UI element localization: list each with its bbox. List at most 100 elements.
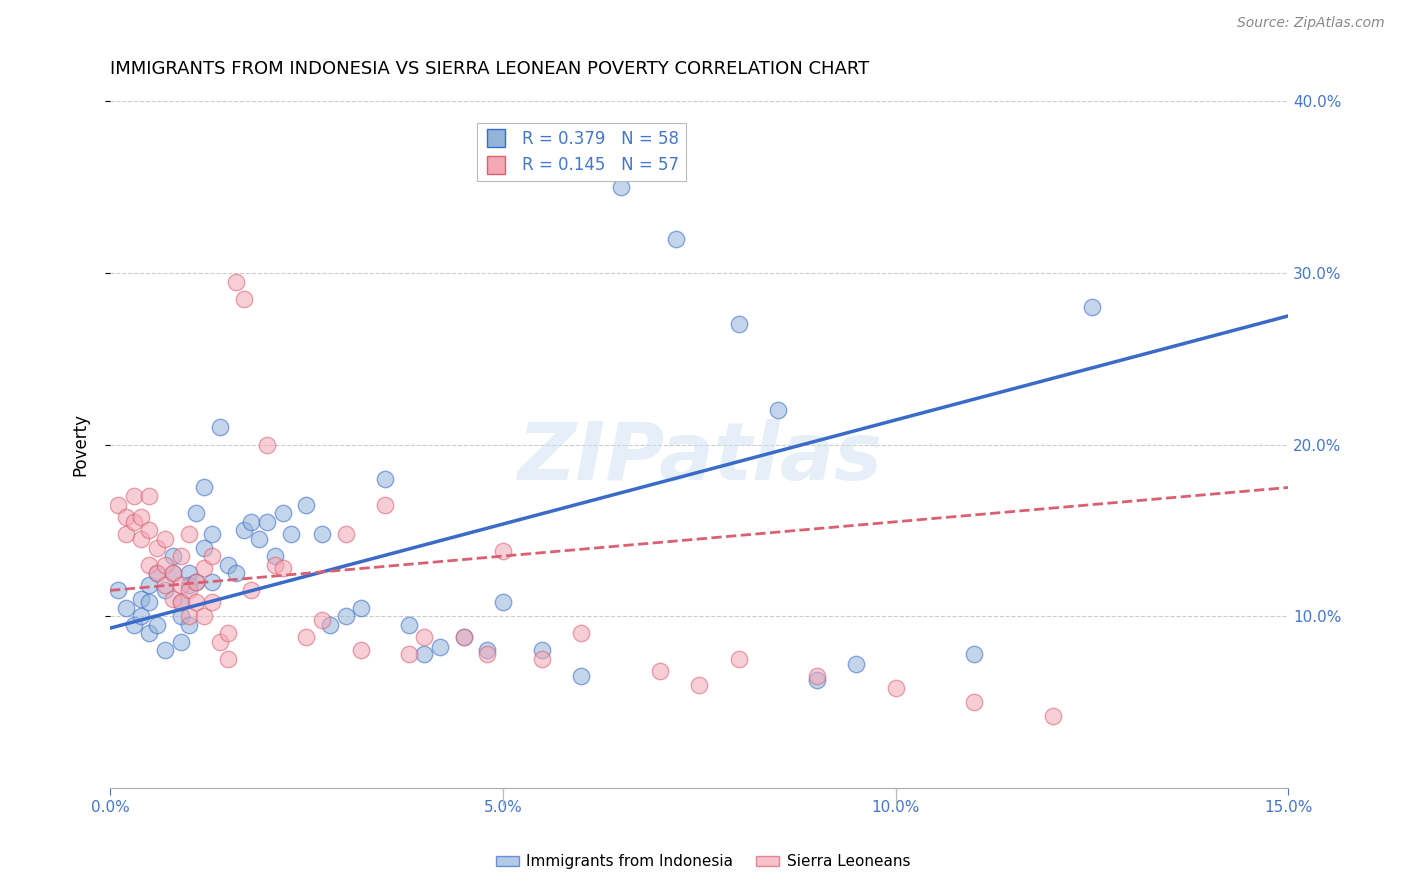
- Point: [571, 626, 593, 640]
- Point: [193, 480, 215, 494]
- Point: [209, 635, 232, 649]
- Point: [413, 647, 436, 661]
- Point: [153, 583, 176, 598]
- Point: [114, 526, 136, 541]
- Point: [138, 524, 160, 538]
- Point: [177, 566, 200, 581]
- Point: [193, 561, 215, 575]
- Point: [186, 595, 208, 609]
- Point: [453, 630, 475, 644]
- Point: [247, 532, 270, 546]
- Point: [146, 617, 169, 632]
- Point: [131, 532, 153, 546]
- Point: [217, 652, 239, 666]
- Point: [727, 318, 749, 332]
- Legend: Immigrants from Indonesia, Sierra Leoneans: Immigrants from Indonesia, Sierra Leonea…: [489, 848, 917, 875]
- Point: [153, 532, 176, 546]
- Point: [264, 558, 287, 572]
- Point: [453, 630, 475, 644]
- Point: [170, 609, 193, 624]
- Point: [122, 617, 145, 632]
- Point: [186, 506, 208, 520]
- Point: [225, 275, 247, 289]
- Point: [162, 566, 184, 581]
- Point: [374, 498, 396, 512]
- Point: [177, 583, 200, 598]
- Point: [193, 541, 215, 555]
- Point: [240, 583, 263, 598]
- Point: [177, 526, 200, 541]
- Point: [963, 647, 986, 661]
- Point: [170, 595, 193, 609]
- Point: [665, 232, 688, 246]
- Point: [170, 549, 193, 563]
- Point: [232, 292, 254, 306]
- Point: [177, 617, 200, 632]
- Point: [217, 626, 239, 640]
- Point: [319, 617, 342, 632]
- Point: [240, 515, 263, 529]
- Point: [232, 524, 254, 538]
- Point: [170, 578, 193, 592]
- Point: [138, 489, 160, 503]
- Point: [177, 609, 200, 624]
- Point: [201, 549, 224, 563]
- Point: [170, 635, 193, 649]
- Point: [177, 578, 200, 592]
- Point: [153, 643, 176, 657]
- Text: IMMIGRANTS FROM INDONESIA VS SIERRA LEONEAN POVERTY CORRELATION CHART: IMMIGRANTS FROM INDONESIA VS SIERRA LEON…: [110, 60, 869, 78]
- Point: [256, 437, 278, 451]
- Point: [138, 626, 160, 640]
- Point: [217, 558, 239, 572]
- Text: ZIPatlas: ZIPatlas: [517, 419, 882, 498]
- Point: [1081, 300, 1104, 314]
- Point: [271, 561, 294, 575]
- Point: [492, 544, 515, 558]
- Point: [107, 498, 129, 512]
- Point: [311, 526, 333, 541]
- Point: [201, 574, 224, 589]
- Point: [162, 566, 184, 581]
- Point: [186, 574, 208, 589]
- Point: [413, 630, 436, 644]
- Point: [107, 583, 129, 598]
- Y-axis label: Poverty: Poverty: [72, 413, 89, 476]
- Point: [114, 600, 136, 615]
- Point: [146, 566, 169, 581]
- Point: [146, 541, 169, 555]
- Point: [131, 609, 153, 624]
- Point: [398, 647, 420, 661]
- Point: [138, 558, 160, 572]
- Point: [170, 595, 193, 609]
- Point: [138, 595, 160, 609]
- Legend: R = 0.379   N = 58, R = 0.145   N = 57: R = 0.379 N = 58, R = 0.145 N = 57: [477, 123, 686, 181]
- Point: [162, 592, 184, 607]
- Point: [531, 652, 554, 666]
- Point: [193, 609, 215, 624]
- Point: [571, 669, 593, 683]
- Point: [374, 472, 396, 486]
- Point: [475, 643, 498, 657]
- Point: [845, 657, 868, 672]
- Point: [186, 574, 208, 589]
- Point: [492, 595, 515, 609]
- Point: [280, 526, 302, 541]
- Point: [162, 549, 184, 563]
- Point: [114, 509, 136, 524]
- Point: [153, 578, 176, 592]
- Point: [963, 695, 986, 709]
- Point: [688, 678, 710, 692]
- Point: [295, 498, 318, 512]
- Point: [225, 566, 247, 581]
- Point: [122, 515, 145, 529]
- Point: [271, 506, 294, 520]
- Point: [609, 180, 631, 194]
- Text: Source: ZipAtlas.com: Source: ZipAtlas.com: [1237, 16, 1385, 30]
- Point: [766, 403, 789, 417]
- Point: [884, 681, 907, 696]
- Point: [1042, 708, 1064, 723]
- Point: [475, 647, 498, 661]
- Point: [131, 509, 153, 524]
- Point: [648, 664, 671, 678]
- Point: [350, 643, 373, 657]
